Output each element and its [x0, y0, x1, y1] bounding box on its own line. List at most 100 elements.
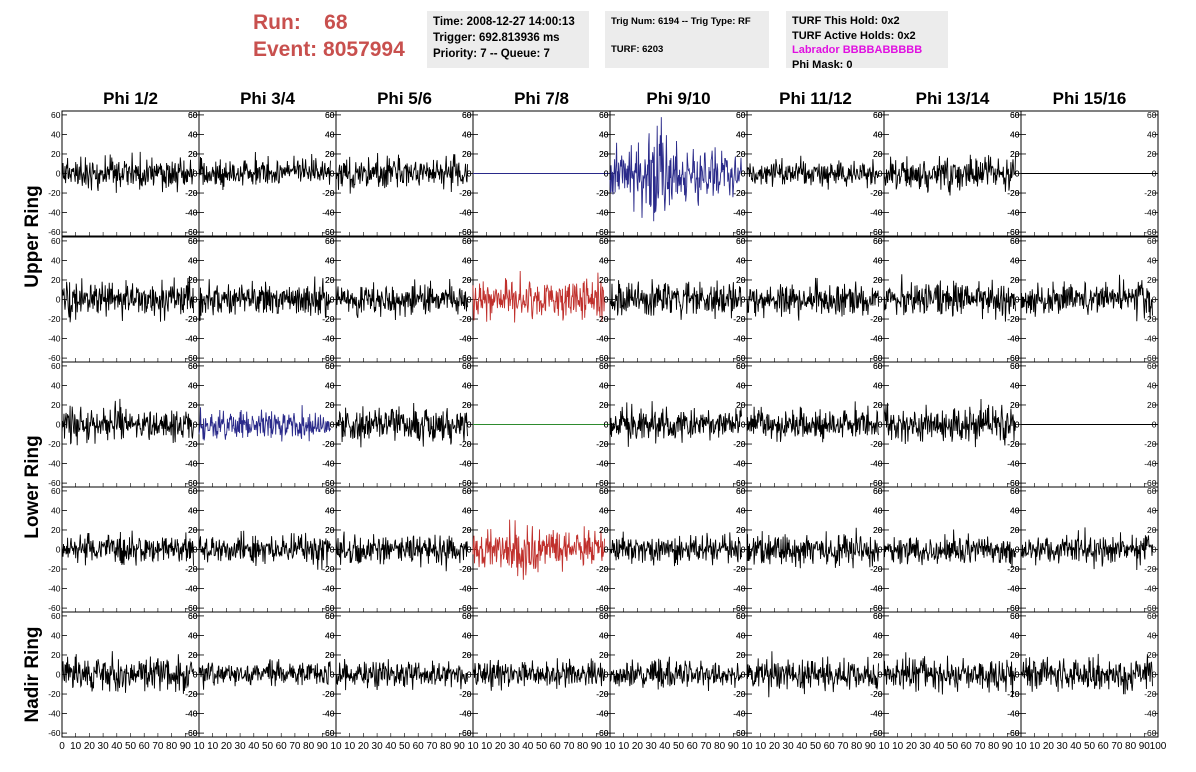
y-tick-label: 0 [330, 670, 335, 680]
y-tick-label: 40 [1010, 505, 1020, 515]
y-tick-label: -40 [48, 584, 61, 594]
y-tick-label-right: -20 [185, 314, 198, 324]
y-tick-label-right: -40 [870, 709, 883, 719]
y-tick-label-right: -40 [733, 334, 746, 344]
ring-labels: Upper Ring Lower Ring Nadir Ring [22, 185, 43, 722]
y-tick-label: 60 [51, 236, 61, 246]
y-tick-label-right: 40 [188, 630, 198, 640]
y-tick-label: -40 [596, 584, 609, 594]
y-tick-label: 0 [467, 420, 472, 430]
y-tick-label-right: 20 [873, 650, 883, 660]
y-tick-label-right: -60 [1144, 353, 1157, 363]
y-tick-label: -20 [870, 188, 883, 198]
waveform-trace [198, 151, 331, 191]
y-tick-label-right: 40 [188, 505, 198, 515]
x-tick-label: 70 [700, 741, 712, 752]
x-tick-label: 20 [221, 741, 233, 752]
y-tick-label: 40 [51, 380, 61, 390]
y-tick-label: 60 [51, 361, 61, 371]
event-label: Event: [253, 38, 318, 61]
y-tick-label: 60 [599, 361, 609, 371]
x-tick-label: 70 [289, 741, 301, 752]
y-tick-label-right: 0 [1015, 670, 1020, 680]
x-tick-label: 40 [659, 741, 671, 752]
y-tick-label-right: 20 [1010, 400, 1020, 410]
y-tick-label: 20 [462, 650, 472, 660]
panel-r5-c6: -60 -60 -40 -40 -20 -20 0 0 20 20 40 40 60 60 [733, 611, 885, 738]
turf-this-hold-text: TURF This Hold: 0x2 [792, 15, 900, 27]
panel-r2-c2: -60 -60 -40 -40 -20 -20 0 0 20 20 40 40 60 60 [185, 236, 337, 363]
y-tick-label-right: 60 [736, 611, 746, 621]
y-tick-label: 20 [599, 275, 609, 285]
run-row: Run: 68 [253, 9, 405, 36]
y-tick-label: 0 [1015, 169, 1020, 179]
panel-r3-c7: -60 -60 -40 -40 -20 -20 0 0 20 20 40 40 60 60 [870, 361, 1022, 488]
y-tick-label: 60 [462, 611, 472, 621]
y-tick-label-right: -60 [459, 353, 472, 363]
y-tick-label: -20 [1007, 188, 1020, 198]
x-tick-label: 30 [920, 741, 932, 752]
x-tick-label: 50 [810, 741, 822, 752]
y-tick-label-right: -40 [459, 584, 472, 594]
turf-num-text: TURF: 6203 [611, 44, 664, 55]
y-tick-label: 60 [873, 486, 883, 496]
y-tick-label-right: -40 [1007, 208, 1020, 218]
y-tick-label-right: 20 [462, 650, 472, 660]
x-tick-label: 90 [1002, 741, 1014, 752]
y-tick-label: 20 [462, 525, 472, 535]
y-tick-label-right: -60 [185, 478, 198, 488]
y-tick-label-right: 40 [873, 630, 883, 640]
y-tick-label-right: 0 [193, 169, 198, 179]
y-tick-label: 60 [736, 611, 746, 621]
y-tick-label-right: 20 [462, 525, 472, 535]
y-tick-label-right: 20 [873, 525, 883, 535]
time-info-box: Time: 2008-12-27 14:00:13 Trigger: 692.8… [427, 11, 589, 68]
x-tick-label: 50 [536, 741, 548, 752]
y-tick-label-right: -60 [870, 227, 883, 237]
y-tick-label-right: 20 [1147, 650, 1157, 660]
waveform-trace [609, 401, 742, 447]
y-tick-label-right: 60 [325, 361, 335, 371]
y-tick-label: -60 [1007, 603, 1020, 613]
y-tick-label-right: 40 [325, 505, 335, 515]
y-tick-label: 0 [193, 545, 198, 555]
waveform-trace [883, 274, 1016, 322]
waveform-trace [335, 658, 468, 691]
y-tick-label-right: -20 [1007, 689, 1020, 699]
y-tick-label: -40 [733, 459, 746, 469]
y-tick-label-right: 20 [1010, 275, 1020, 285]
y-tick-label: 60 [188, 236, 198, 246]
y-tick-label-right: -20 [596, 188, 609, 198]
y-tick-label-right: -60 [596, 353, 609, 363]
waveform-trace [335, 152, 468, 194]
panel-r1-c7: -60 -60 -40 -40 -20 -20 0 0 20 20 40 40 60 60 [870, 110, 1022, 237]
y-tick-label: 0 [467, 670, 472, 680]
y-tick-label: -60 [870, 603, 883, 613]
panel-r5-c7: -60 -60 -40 -40 -20 -20 0 0 20 20 40 40 60 60 [870, 611, 1022, 738]
phi-label-7: Phi 13/14 [916, 89, 990, 108]
y-tick-label: -20 [322, 689, 335, 699]
y-tick-label: -20 [596, 564, 609, 574]
y-tick-label-right: 20 [188, 525, 198, 535]
panel-r2-c3: -60 -60 -40 -40 -20 -20 0 0 20 20 40 40 60 60 [322, 236, 474, 363]
y-tick-label-right: 0 [1152, 545, 1157, 555]
x-tick-label: 10 [330, 741, 342, 752]
y-tick-label: 60 [188, 486, 198, 496]
y-tick-label-right: -40 [1144, 709, 1157, 719]
y-tick-label: 20 [462, 149, 472, 159]
y-tick-label: -60 [870, 353, 883, 363]
y-tick-label: 0 [467, 169, 472, 179]
y-tick-label: -40 [322, 334, 335, 344]
y-tick-label: -60 [185, 728, 198, 738]
y-tick-label: 40 [599, 505, 609, 515]
y-tick-label: 60 [873, 110, 883, 120]
y-tick-label-right: 40 [736, 129, 746, 139]
y-tick-label-right: 60 [599, 611, 609, 621]
x-tick-label: 50 [947, 741, 959, 752]
x-tick-label: 60 [824, 741, 836, 752]
y-tick-label: 60 [188, 611, 198, 621]
y-tick-label-right: 0 [604, 545, 609, 555]
y-tick-label: -20 [459, 439, 472, 449]
x-tick-label: 50 [1084, 741, 1096, 752]
